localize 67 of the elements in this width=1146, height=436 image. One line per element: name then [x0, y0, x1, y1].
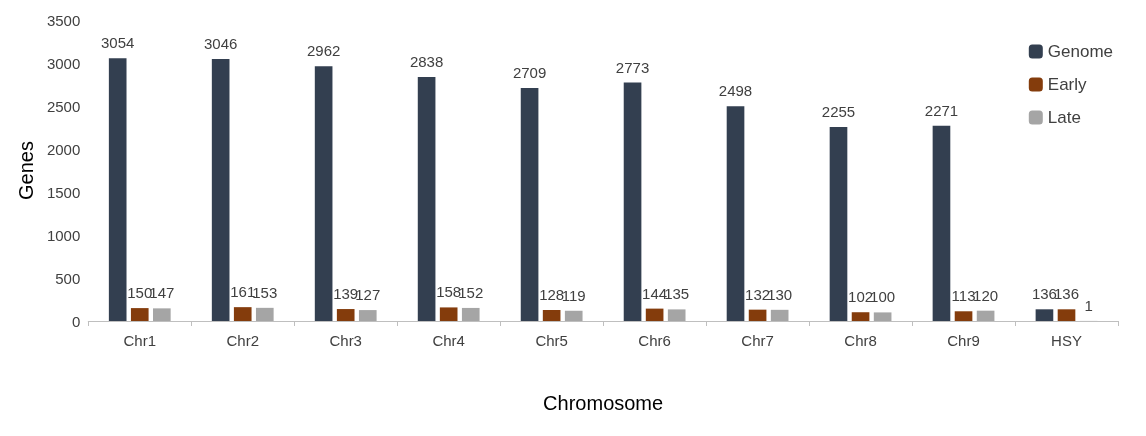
data-label: 2773: [615, 58, 650, 76]
bar: [542, 309, 561, 321]
data-label: 2962: [306, 42, 341, 60]
bar: [748, 309, 767, 321]
data-label: 100: [870, 288, 896, 306]
bar: [211, 59, 230, 321]
bar: [520, 88, 539, 321]
y-tick-label: 3500: [46, 11, 81, 29]
bar: [932, 125, 951, 321]
x-tick-label: Chr3: [329, 332, 362, 349]
x-tick-label: Chr9: [947, 332, 980, 349]
bar: [726, 106, 745, 321]
x-tick-label: Chr2: [226, 332, 259, 349]
legend-label: Early: [1047, 75, 1088, 94]
y-tick-label: 2500: [46, 97, 81, 115]
data-label: 136: [1054, 285, 1080, 303]
bar: [358, 310, 377, 321]
data-label: 1: [1084, 296, 1093, 314]
bar: [623, 82, 642, 321]
data-label: 2255: [821, 103, 856, 121]
y-tick-label: 2000: [46, 140, 81, 158]
x-tick-label: HSY: [1051, 332, 1082, 349]
data-label: 120: [973, 286, 999, 304]
bar: [108, 58, 127, 321]
y-axis-title: Genes: [15, 141, 37, 200]
y-tick-label: 0: [71, 312, 81, 330]
x-tick-label: Chr1: [123, 332, 157, 349]
y-tick-label: 3000: [46, 54, 81, 72]
data-label: 2709: [512, 64, 547, 82]
bar: [564, 310, 583, 321]
x-tick-label: Chr5: [535, 332, 568, 349]
bar: [461, 307, 480, 321]
x-axis-title: Chromosome: [543, 392, 664, 414]
bar: [255, 307, 274, 321]
data-label: 3054: [101, 34, 135, 52]
data-label: 3046: [203, 35, 238, 53]
bar: [645, 308, 664, 321]
y-tick-label: 1000: [46, 226, 81, 244]
bar: [233, 307, 252, 321]
data-label: 136: [1031, 285, 1057, 303]
bar: [976, 310, 995, 321]
bar: [439, 307, 458, 321]
bar: [829, 127, 848, 321]
bar: [851, 312, 870, 321]
legend-label: Late: [1047, 108, 1081, 127]
bar: [417, 76, 436, 321]
data-label: 2838: [409, 52, 444, 70]
y-tick-label: 500: [55, 269, 81, 287]
bar: [336, 309, 355, 321]
x-tick-label: Chr4: [432, 332, 465, 349]
bar: [1057, 309, 1076, 321]
x-tick-label: Chr6: [638, 332, 671, 349]
bar: [314, 66, 333, 321]
bar: [770, 309, 789, 321]
x-tick-label: Chr7: [741, 332, 774, 349]
bar: [954, 311, 973, 321]
y-tick-label: 1500: [46, 183, 81, 201]
legend-label: Genome: [1047, 42, 1113, 61]
bar: [130, 308, 149, 321]
x-tick-label: Chr8: [844, 332, 877, 349]
data-label: 113: [951, 287, 976, 305]
bar: [667, 309, 686, 321]
bar: [873, 312, 892, 321]
data-label: 2271: [924, 101, 959, 119]
bar: [1035, 309, 1054, 321]
data-label: 2498: [718, 82, 753, 100]
bar: [153, 308, 171, 321]
